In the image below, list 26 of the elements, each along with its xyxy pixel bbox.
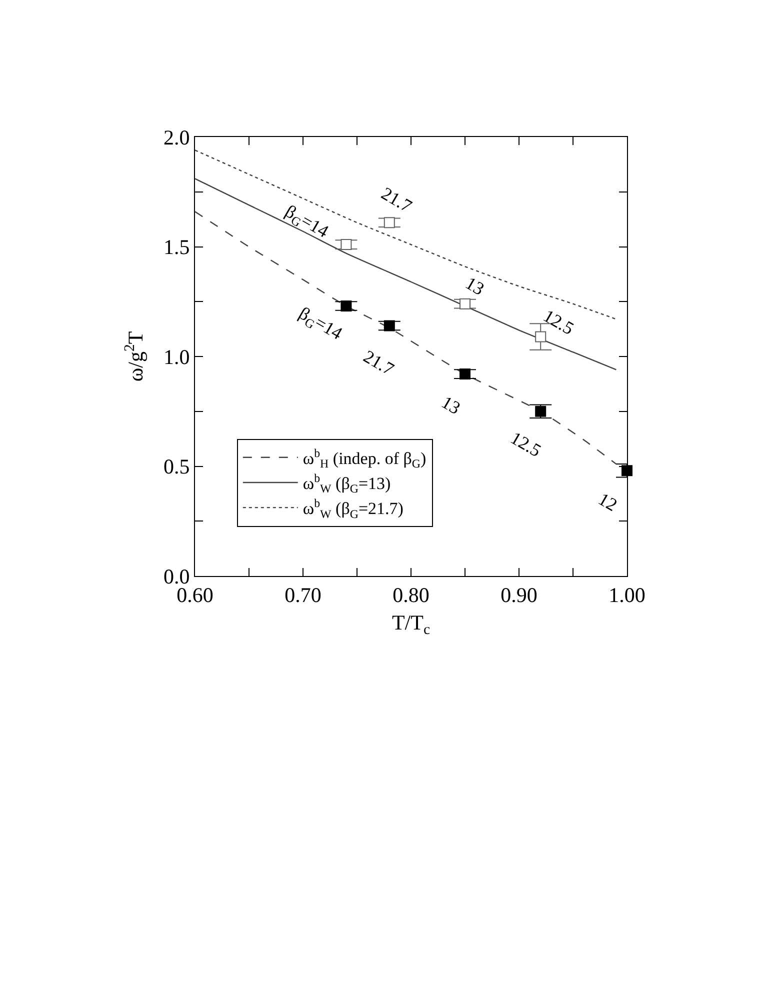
- annotation: 21.7: [378, 183, 416, 216]
- annotation: 12.5: [540, 306, 578, 339]
- x-tick-label: 0.70: [284, 583, 322, 608]
- annotation: 12.5: [507, 428, 545, 461]
- point: [384, 320, 395, 332]
- point: [535, 406, 546, 417]
- x-tick-label: 0.80: [392, 583, 430, 608]
- x-axis-title: T/T$_{c}$: [392, 610, 430, 638]
- point: [340, 239, 352, 250]
- annotation: 13: [438, 392, 464, 418]
- point: [340, 300, 352, 312]
- point: [460, 298, 470, 310]
- legend-label: ω$^{b}$$_{W}$ (β$_{G}$=13): [302, 470, 391, 496]
- x-tick-label: 1.00: [608, 583, 646, 608]
- y-tick-label: 2.0: [164, 125, 190, 150]
- point: [460, 368, 470, 380]
- y-tick-label: 1.0: [164, 344, 190, 369]
- legend-label: ω$^{b}$$_{W}$ (β$_{G}$=21.7): [302, 496, 404, 521]
- y-tick-label: 0.5: [164, 454, 190, 479]
- x-tick-label: 0.90: [500, 583, 538, 608]
- point: [384, 217, 395, 228]
- annotation: 13: [462, 272, 488, 300]
- y-tick-label: 1.5: [164, 235, 190, 260]
- annotation: 12: [595, 488, 621, 516]
- annotation: 21.7: [360, 346, 398, 380]
- legend-label: ω$^{b}$$_{H}$ (indep. of β$_{G}$): [302, 446, 426, 471]
